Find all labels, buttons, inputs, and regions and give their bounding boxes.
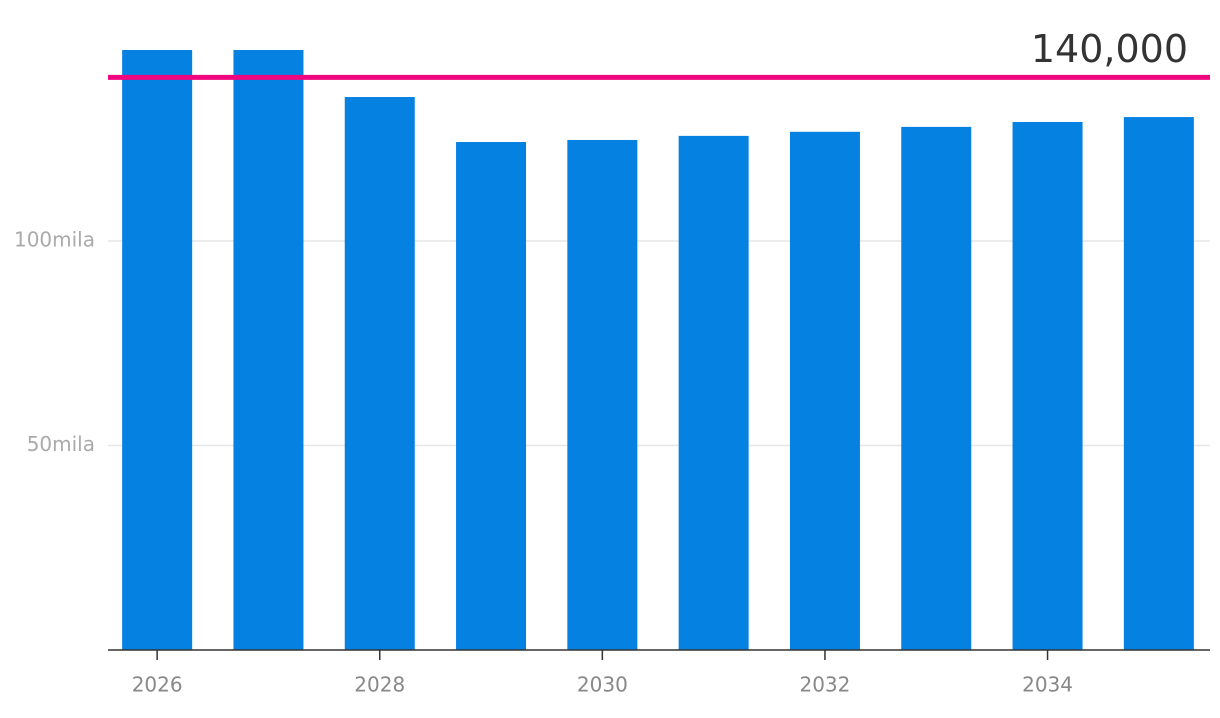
bar bbox=[678, 135, 749, 651]
x-tick-label: 2030 bbox=[577, 673, 628, 697]
y-tick-label: 50mila bbox=[27, 432, 95, 456]
x-tick-label: 2026 bbox=[132, 673, 183, 697]
bar bbox=[901, 126, 972, 651]
x-tick-label: 2028 bbox=[354, 673, 405, 697]
bar bbox=[1012, 121, 1083, 650]
bar bbox=[344, 97, 415, 651]
bar bbox=[122, 49, 193, 650]
y-tick-label: 100mila bbox=[14, 228, 95, 252]
bar bbox=[567, 139, 638, 651]
x-tick-label: 2032 bbox=[799, 673, 850, 697]
bar bbox=[789, 131, 860, 650]
bar bbox=[233, 49, 304, 650]
bar bbox=[1123, 117, 1194, 650]
bar bbox=[456, 142, 527, 650]
reference-label: 140,000 bbox=[1031, 27, 1188, 71]
x-tick-label: 2034 bbox=[1022, 673, 1073, 697]
